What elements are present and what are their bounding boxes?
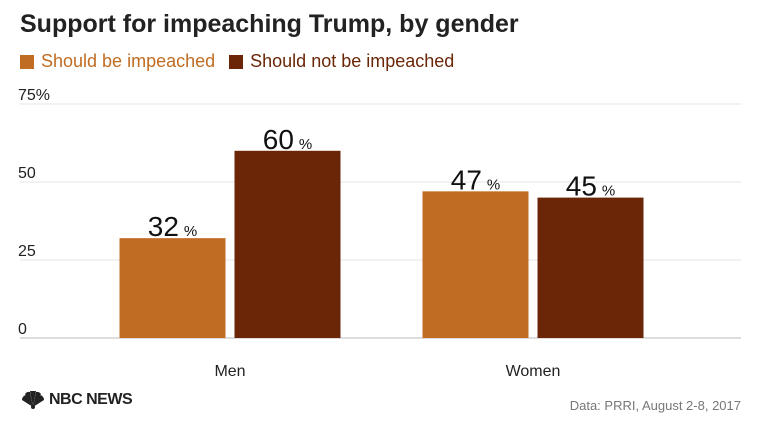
data-label: 45% <box>566 171 616 202</box>
legend-label-should-not-be-impeached: Should not be impeached <box>250 51 455 71</box>
bar-women-series-1 <box>537 197 644 338</box>
legend-label-should-be-impeached: Should be impeached <box>41 51 216 71</box>
legend-item-should-not-be-impeached: Should not be impeached <box>229 51 454 72</box>
chart-legend: Should be impeached Should not be impeac… <box>20 51 468 72</box>
peacock-icon <box>21 391 45 409</box>
nbc-news-logo: NBC NEWS <box>20 391 133 409</box>
legend-swatch-should-be-impeached <box>20 54 34 69</box>
bar-women-series-0 <box>422 191 529 338</box>
x-category-label: Men <box>214 363 245 380</box>
bar-men-series-0 <box>119 238 226 338</box>
y-tick-label: 25 <box>18 243 36 260</box>
legend-item-should-be-impeached: Should be impeached <box>20 51 215 72</box>
chart-title: Support for impeaching Trump, by gender <box>20 10 519 38</box>
data-label: 32% <box>148 211 198 242</box>
legend-swatch-should-not-be-impeached <box>229 54 244 69</box>
y-tick-label: 75% <box>18 87 50 104</box>
logo-text: NBC NEWS <box>49 391 133 408</box>
source-note: Data: PRRI, August 2-8, 2017 <box>569 398 741 413</box>
bar-men-series-1 <box>234 150 341 338</box>
y-tick-label: 0 <box>18 321 27 338</box>
x-category-label: Women <box>506 363 561 380</box>
data-label: 47% <box>451 164 501 195</box>
y-tick-label: 50 <box>18 165 36 182</box>
data-label: 60% <box>263 124 313 155</box>
